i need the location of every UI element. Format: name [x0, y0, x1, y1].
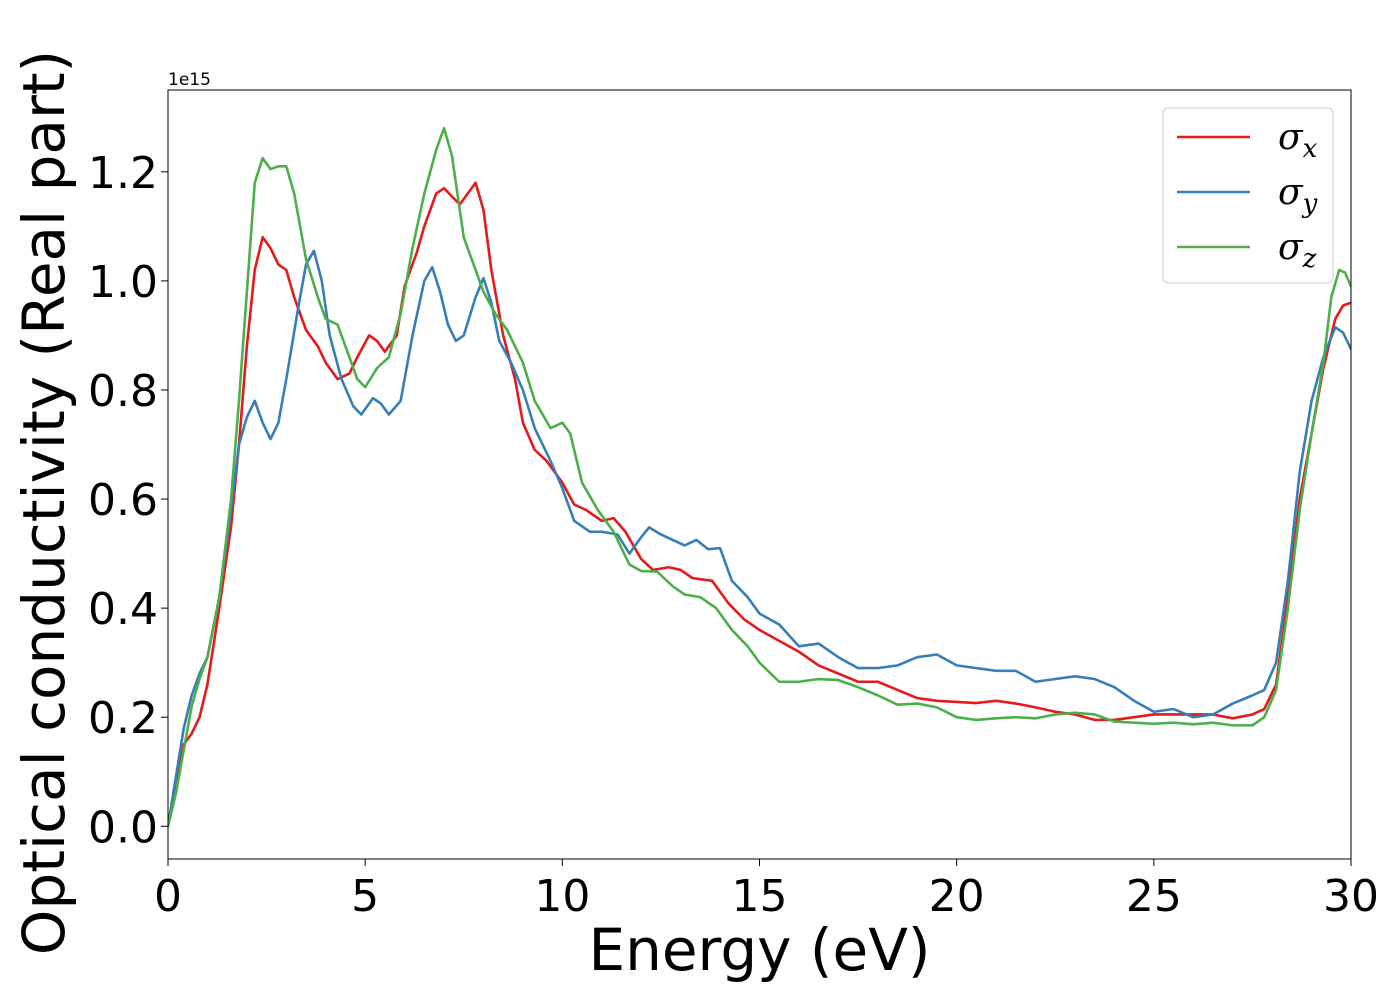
- y-tick-label: 0.0: [88, 802, 158, 853]
- legend-label-sigma-z: σz: [1278, 227, 1317, 274]
- legend: σx σy σz: [1162, 107, 1334, 284]
- x-axis-title: Energy (eV): [588, 916, 930, 984]
- legend-label-sigma-y: σy: [1278, 172, 1318, 219]
- x-tick-label: 0: [154, 871, 182, 922]
- series-layer: [168, 126, 1351, 828]
- series-line-sigma-x: [168, 181, 1351, 828]
- x-tick-label: 30: [1323, 871, 1379, 922]
- legend-box: [1162, 107, 1334, 284]
- x-tick-label: 20: [929, 871, 985, 922]
- legend-label-sigma-x: σx: [1278, 117, 1318, 164]
- x-tick-label: 10: [534, 871, 590, 922]
- x-tick-label: 15: [732, 871, 788, 922]
- y-axis: 0.0 0.2 0.4 0.6 0.8 1.0 1.2: [88, 148, 168, 853]
- y-tick-label: 0.4: [88, 584, 158, 635]
- y-tick-label: 1.0: [88, 257, 158, 308]
- y-axis-title: Optical conductivity (Real part): [10, 50, 78, 955]
- x-axis: 0 5 10 15 20 25 30: [154, 859, 1379, 922]
- y-offset-text: 1e15: [168, 70, 211, 90]
- y-tick-label: 0.2: [88, 693, 158, 744]
- series-line-sigma-z: [168, 126, 1351, 828]
- y-tick-label: 0.6: [88, 475, 158, 526]
- x-tick-label: 25: [1126, 871, 1182, 922]
- x-tick-label: 5: [351, 871, 379, 922]
- series-line-sigma-y: [168, 249, 1351, 828]
- y-tick-label: 0.8: [88, 366, 158, 417]
- y-tick-label: 1.2: [88, 148, 158, 199]
